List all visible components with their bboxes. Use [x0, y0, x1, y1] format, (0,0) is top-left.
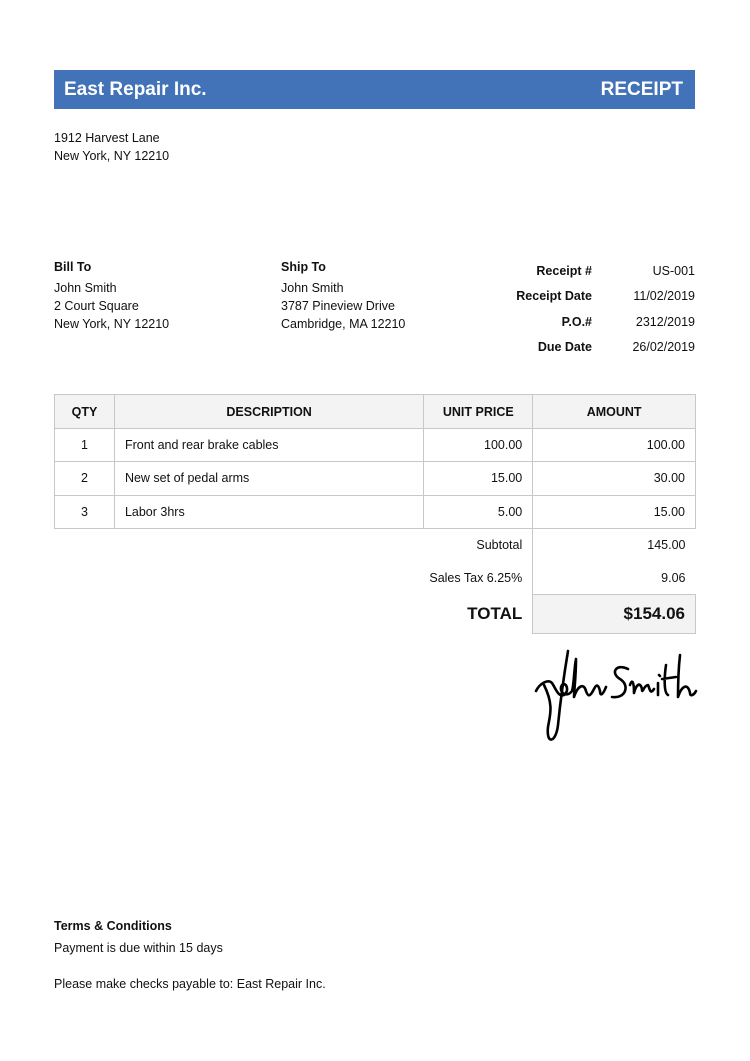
total-value: $154.06	[532, 594, 696, 635]
terms: Terms & Conditions Payment is due within…	[54, 917, 326, 993]
table-row: 3 Labor 3hrs 5.00 15.00	[54, 494, 696, 529]
unit-price-cell: 100.00	[423, 427, 534, 463]
col-unit-price: UNIT PRICE	[423, 394, 534, 429]
total-label: TOTAL	[467, 604, 523, 624]
table-row: 1 Front and rear brake cables 100.00 100…	[54, 427, 696, 463]
bill-to-label: Bill To	[54, 260, 92, 274]
subtotal-row: Subtotal 145.00	[55, 528, 696, 562]
meta-value: 2312/2019	[635, 314, 695, 329]
ship-to-line: 3787 Pineview Drive	[281, 299, 395, 313]
subtotal-value: 145.00	[532, 528, 696, 562]
amount-cell: 15.00	[532, 494, 696, 529]
tax-value: 9.06	[532, 561, 696, 596]
meta-row: Receipt # US-001	[470, 258, 695, 284]
terms-line: Payment is due within 15 days	[54, 941, 223, 955]
meta-row: P.O.# 2312/2019	[470, 309, 695, 335]
qty-cell: 2	[54, 461, 115, 496]
amount-cell: 100.00	[532, 427, 696, 463]
terms-title: Terms & Conditions	[54, 919, 172, 933]
tax-label: Sales Tax 6.25%	[429, 571, 523, 586]
col-qty: QTY	[54, 394, 115, 429]
qty-cell: 1	[54, 427, 115, 463]
ship-to-line: John Smith	[281, 281, 344, 295]
meta-value: US-001	[652, 263, 695, 278]
meta-row: Receipt Date 11/02/2019	[470, 284, 695, 310]
tax-row: Sales Tax 6.25% 9.06	[55, 561, 696, 596]
description-cell: Front and rear brake cables	[113, 427, 425, 463]
meta-label: Receipt #	[536, 263, 592, 278]
col-amount: AMOUNT	[532, 394, 696, 429]
description-cell: Labor 3hrs	[113, 494, 425, 529]
description-cell: New set of pedal arms	[113, 461, 425, 496]
amount-cell: 30.00	[532, 461, 696, 496]
meta-label: P.O.#	[561, 314, 592, 329]
total-row: TOTAL $154.06	[55, 594, 696, 635]
meta-value: 11/02/2019	[633, 289, 695, 304]
company-address: 1912 Harvest Lane New York, NY 12210	[54, 129, 169, 165]
unit-price-cell: 15.00	[423, 461, 534, 496]
bill-to: Bill To John Smith 2 Court Square New Yo…	[54, 258, 169, 333]
unit-price-cell: 5.00	[423, 494, 534, 529]
subtotal-label: Subtotal	[476, 538, 523, 553]
line-items-table: QTY DESCRIPTION UNIT PRICE AMOUNT 1 Fron…	[54, 394, 696, 635]
receipt-meta: Receipt # US-001 Receipt Date 11/02/2019 P…	[470, 258, 695, 360]
company-name: East Repair Inc.	[64, 78, 207, 100]
meta-row: Due Date 26/02/2019	[470, 335, 695, 361]
ship-to-label: Ship To	[281, 260, 326, 274]
bill-to-line: John Smith	[54, 281, 117, 295]
table-header: QTY DESCRIPTION UNIT PRICE AMOUNT	[54, 394, 696, 429]
document-title: RECEIPT	[600, 78, 683, 100]
terms-line: Please make checks payable to: East Repa…	[54, 977, 326, 991]
bill-to-line: New York, NY 12210	[54, 317, 170, 331]
address-line: 1912 Harvest Lane	[54, 131, 160, 145]
meta-label: Receipt Date	[516, 289, 592, 304]
ship-to: Ship To John Smith 3787 Pineview Drive C…	[281, 258, 405, 333]
col-description: DESCRIPTION	[113, 394, 425, 429]
header-bar: East Repair Inc. RECEIPT	[54, 70, 695, 109]
address-line: New York, NY 12210	[54, 149, 170, 163]
qty-cell: 3	[54, 494, 115, 529]
meta-label: Due Date	[537, 340, 592, 355]
table-row: 2 New set of pedal arms 15.00 30.00	[54, 461, 696, 496]
ship-to-line: Cambridge, MA 12210	[281, 317, 406, 331]
bill-to-line: 2 Court Square	[54, 299, 139, 313]
meta-value: 26/02/2019	[632, 340, 695, 355]
signature	[534, 649, 698, 741]
